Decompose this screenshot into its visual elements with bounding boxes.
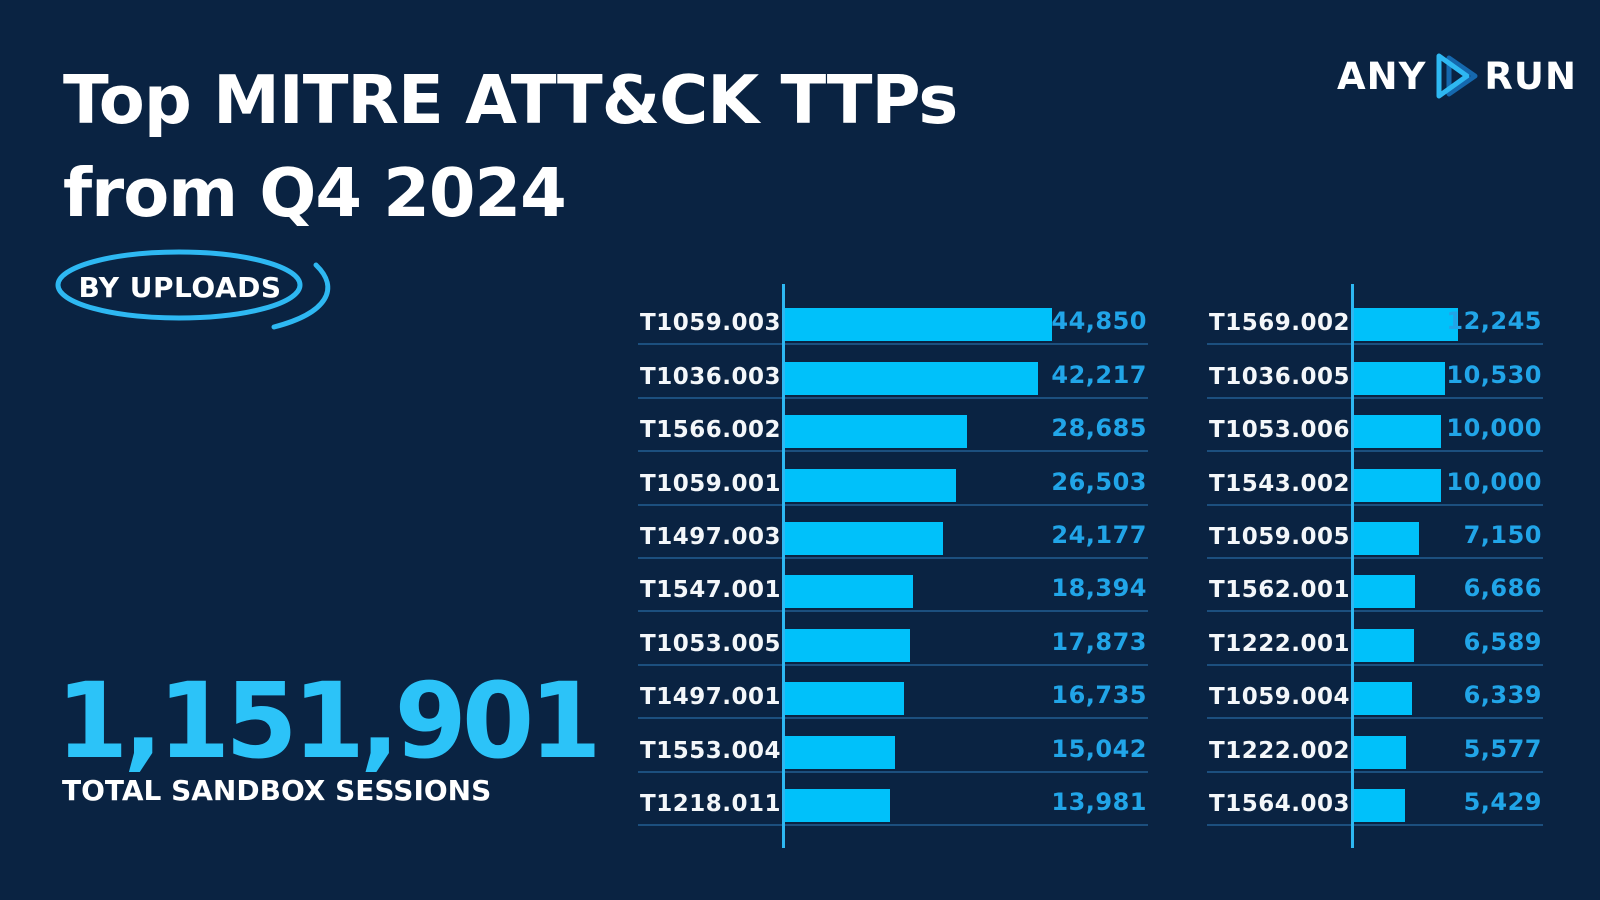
ttp-bar — [1354, 788, 1405, 822]
ttp-value: 16,735 — [1051, 681, 1147, 710]
ttp-row: T1569.002 12,245 — [1207, 292, 1543, 346]
ttp-value: 17,873 — [1051, 627, 1147, 656]
ttp-bar — [785, 308, 1052, 342]
ttp-bar — [1354, 361, 1445, 395]
ttp-label: T1543.002 — [1209, 470, 1350, 497]
ttp-row: T1562.001 6,686 — [1207, 559, 1543, 613]
ttp-value: 28,685 — [1051, 414, 1147, 443]
ttp-bar — [785, 521, 943, 555]
ttp-bar — [785, 628, 910, 662]
ttp-row: T1564.003 5,429 — [1207, 773, 1543, 826]
ttp-label: T1059.001 — [640, 470, 781, 497]
ttp-bar — [1354, 735, 1406, 769]
ttp-bar — [785, 361, 1038, 395]
ttp-row: T1053.005 17,873 — [638, 612, 1148, 666]
ttp-bar — [785, 415, 967, 449]
logo-run-text: RUN — [1484, 54, 1577, 98]
ttp-value: 10,530 — [1446, 360, 1542, 389]
ttp-row: T1059.004 6,339 — [1207, 666, 1543, 720]
ttp-label: T1222.002 — [1209, 737, 1350, 764]
ttp-value: 15,042 — [1051, 734, 1147, 763]
page-title-line1: Top MITRE ATT&CK TTPs — [63, 61, 958, 139]
ttp-label: T1059.004 — [1209, 684, 1350, 711]
ttp-bar — [1354, 628, 1414, 662]
ttp-row: T1059.001 26,503 — [638, 452, 1148, 506]
ttp-row: T1497.001 16,735 — [638, 666, 1148, 720]
badge-label: BY UPLOADS — [78, 271, 282, 304]
ttp-chart-left: T1059.003 44,850 T1036.003 42,217 T1566.002 2… — [638, 284, 1148, 848]
ttp-value: 6,686 — [1463, 574, 1542, 603]
ttp-bar — [785, 468, 956, 502]
brand-logo: ANY RUN — [1337, 50, 1577, 102]
ttp-label: T1036.003 — [640, 363, 781, 390]
by-uploads-badge: BY UPLOADS — [52, 243, 352, 348]
page-title: Top MITRE ATT&CK TTPs from Q4 2024 — [63, 54, 958, 240]
ttp-row: T1036.005 10,530 — [1207, 345, 1543, 399]
ttp-value: 24,177 — [1051, 520, 1147, 549]
ttp-label: T1566.002 — [640, 417, 781, 444]
ttp-label: T1497.003 — [640, 523, 781, 550]
axis-line — [782, 284, 785, 848]
ttp-row: T1036.003 42,217 — [638, 345, 1148, 399]
ttp-bar — [1354, 468, 1441, 502]
ttp-bar — [785, 788, 890, 822]
ttp-value: 10,000 — [1446, 414, 1542, 443]
ttp-bar — [785, 735, 895, 769]
ttp-bar — [1354, 308, 1458, 342]
ttp-chart-right: T1569.002 12,245 T1036.005 10,530 T1053.006 1… — [1207, 284, 1543, 848]
ttp-row: T1218.011 13,981 — [638, 773, 1148, 826]
ttp-value: 6,589 — [1463, 627, 1542, 656]
ttp-label: T1497.001 — [640, 684, 781, 711]
ttp-bar — [1354, 682, 1412, 716]
ttp-row: T1547.001 18,394 — [638, 559, 1148, 613]
ttp-bar — [785, 682, 904, 716]
ttp-value: 5,429 — [1463, 787, 1542, 816]
ttp-value: 6,339 — [1463, 681, 1542, 710]
ttp-label: T1569.002 — [1209, 310, 1350, 337]
ttp-row: T1497.003 24,177 — [638, 506, 1148, 559]
ttp-label: T1218.011 — [640, 790, 781, 817]
ttp-label: T1053.006 — [1209, 417, 1350, 444]
axis-line — [1351, 284, 1354, 848]
ttp-label: T1553.004 — [640, 737, 781, 764]
ttp-label: T1564.003 — [1209, 790, 1350, 817]
ttp-value: 5,577 — [1463, 734, 1542, 763]
ttp-row: T1053.006 10,000 — [1207, 399, 1543, 453]
ttp-row: T1222.002 5,577 — [1207, 719, 1543, 773]
ttp-value: 10,000 — [1446, 467, 1542, 496]
ttp-row: T1543.002 10,000 — [1207, 452, 1543, 506]
ttp-row: T1059.003 44,850 — [638, 292, 1148, 346]
ttp-label: T1562.001 — [1209, 577, 1350, 604]
logo-any-text: ANY — [1337, 54, 1427, 98]
ttp-value: 18,394 — [1051, 574, 1147, 603]
ttp-label: T1059.005 — [1209, 523, 1350, 550]
ttp-bar — [785, 575, 913, 609]
ttp-bar — [1354, 521, 1419, 555]
ttp-bar — [1354, 415, 1441, 449]
ttp-bar — [1354, 575, 1415, 609]
ttp-row: T1566.002 28,685 — [638, 399, 1148, 453]
ttp-value: 13,981 — [1051, 787, 1147, 816]
ttp-value: 26,503 — [1051, 467, 1147, 496]
play-triangles-icon — [1431, 50, 1479, 102]
ttp-value: 44,850 — [1051, 307, 1147, 336]
ttp-value: 7,150 — [1463, 520, 1542, 549]
page-title-line2: from Q4 2024 — [63, 154, 567, 232]
total-sessions-label: TOTAL SANDBOX SESSIONS — [62, 774, 492, 807]
ttp-label: T1053.005 — [640, 630, 781, 657]
ttp-row: T1059.005 7,150 — [1207, 506, 1543, 559]
ttp-value: 42,217 — [1051, 360, 1147, 389]
ttp-row: T1553.004 15,042 — [638, 719, 1148, 773]
ttp-label: T1059.003 — [640, 310, 781, 337]
badge-ellipse-icon — [55, 249, 331, 330]
ttp-label: T1036.005 — [1209, 363, 1350, 390]
total-sessions-number: 1,151,901 — [56, 660, 602, 782]
ttp-row: T1222.001 6,589 — [1207, 612, 1543, 666]
ttp-value: 12,245 — [1446, 307, 1542, 336]
ttp-label: T1222.001 — [1209, 630, 1350, 657]
ttp-label: T1547.001 — [640, 577, 781, 604]
